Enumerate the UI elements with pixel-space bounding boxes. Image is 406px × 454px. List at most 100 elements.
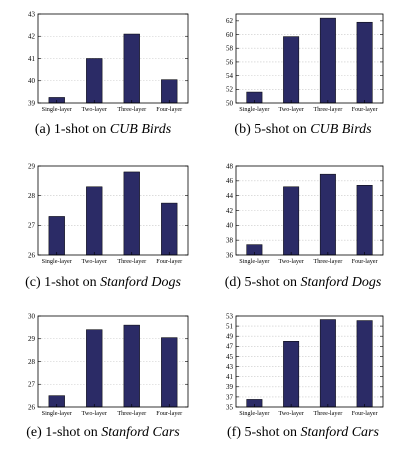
chart-panel-a: 39 40 41 42 43 Single-layer Two-layer Three-lay…	[0, 0, 203, 151]
caption-a-dataset: CUB Birds	[109, 122, 172, 137]
plot-frame-b	[235, 13, 384, 104]
caption-d: (d) 5-shot on Stanford Dogs	[203, 275, 403, 291]
y-tick-label-b: 58	[226, 45, 234, 53]
bar-c-3	[123, 171, 140, 256]
y-tick-label-d: 36	[226, 251, 234, 259]
x-tick-label-d-4: Four-layer	[352, 258, 378, 265]
x-tick-label-a-2: Two-layer	[82, 106, 107, 113]
x-tick-label-c-1: Single-layer	[42, 258, 72, 265]
x-tick-label-f-3: Three-layer	[313, 410, 342, 417]
bar-c-2	[86, 186, 103, 256]
caption-e: (e) 1-shot on Stanford Cars	[3, 425, 203, 441]
y-tick-label-f: 51	[226, 323, 234, 331]
y-tick-label-e: 29	[28, 335, 36, 343]
y-tick-label-d: 44	[226, 192, 234, 200]
caption-d-dataset: Stanford Dogs	[300, 275, 382, 290]
x-tick-label-c-2: Two-layer	[82, 258, 107, 265]
y-tick-label-d: 42	[226, 207, 234, 215]
caption-b-prefix: (b) 5-shot on	[234, 122, 311, 137]
bar-f-2	[283, 341, 300, 408]
y-tick-label-f: 37	[226, 393, 234, 401]
bar-c-1	[48, 216, 65, 256]
y-tick-label-a: 43	[28, 10, 36, 18]
y-tick-label-a: 40	[28, 77, 36, 85]
bar-a-4	[161, 79, 178, 104]
x-tick-label-a-1: Single-layer	[42, 106, 72, 113]
y-tick-label-f: 49	[226, 333, 234, 341]
chart-panel-e: 26 27 28 29 30 Single-layer Two-layer Three-lay…	[0, 302, 203, 454]
x-tick-label-d-3: Three-layer	[313, 258, 342, 265]
y-tick-label-d: 48	[226, 162, 234, 170]
x-tick-label-f-1: Single-layer	[239, 410, 269, 417]
plot-frame-f	[235, 315, 384, 408]
caption-a: (a) 1-shot on CUB Birds	[3, 122, 203, 138]
bar-e-2	[86, 329, 103, 408]
y-tick-label-e: 30	[28, 312, 36, 320]
y-tick-label-e: 28	[28, 358, 36, 366]
chart-e: 26 27 28 29 30 Single-layer Two-layer Three-lay…	[28, 312, 189, 417]
chart-d: 36 38 40 42 44 46 48 Single-layer Two-layer Three…	[226, 162, 384, 265]
caption-c-dataset: Stanford Dogs	[100, 275, 181, 290]
y-tick-label-d: 40	[226, 222, 234, 230]
bar-f-3	[319, 319, 336, 408]
x-tick-label-c-3: Three-layer	[117, 258, 146, 265]
bar-b-2	[283, 36, 300, 104]
bar-e-3	[123, 324, 140, 408]
x-tick-label-e-1: Single-layer	[42, 410, 72, 417]
y-tick-label-e: 27	[28, 381, 36, 389]
chart-f: 35 37 39 41 43 45 47 49 51 53 Single-layer Two-laye…	[226, 312, 384, 417]
caption-a-prefix: (a) 1-shot on	[34, 122, 110, 137]
caption-e-prefix: (e) 1-shot on	[26, 425, 102, 440]
caption-c-prefix: (c) 1-shot on	[25, 275, 101, 290]
y-tick-label-b: 50	[226, 99, 234, 107]
caption-f: (f) 5-shot on Stanford Cars	[203, 425, 403, 441]
y-tick-label-c: 28	[28, 192, 36, 200]
bar-c-4	[161, 202, 178, 256]
y-tick-label-b: 52	[226, 86, 234, 94]
x-tick-label-b-1: Single-layer	[239, 106, 269, 113]
x-tick-label-e-3: Three-layer	[117, 410, 146, 417]
x-tick-label-f-4: Four-layer	[352, 410, 378, 417]
y-tick-label-b: 60	[226, 31, 234, 39]
chart-panel-c: 26 27 28 29 Single-layer Two-layer Three-layer…	[0, 151, 203, 302]
plot-frame-a	[37, 13, 189, 104]
x-tick-label-c-4: Four-layer	[156, 258, 182, 265]
chart-c: 26 27 28 29 Single-layer Two-layer Three-layer…	[28, 162, 189, 265]
chart-panel-d: 36 38 40 42 44 46 48 Single-layer Two-layer Three…	[203, 151, 406, 302]
caption-b: (b) 5-shot on CUB Birds	[203, 122, 403, 138]
caption-e-dataset: Stanford Cars	[101, 425, 180, 440]
x-tick-label-d-2: Two-layer	[278, 258, 303, 265]
x-tick-label-b-3: Three-layer	[313, 106, 342, 113]
y-tick-label-f: 41	[226, 373, 234, 381]
y-tick-label-f: 45	[226, 353, 234, 361]
bar-d-4	[356, 185, 373, 256]
chart-panel-b: 50 52 54 56 58 60 62 Single-layer Two-layer Three…	[203, 0, 406, 151]
bar-d-2	[283, 186, 300, 256]
y-tick-label-c: 27	[28, 222, 36, 230]
bar-a-2	[86, 58, 103, 104]
y-tick-label-f: 47	[226, 343, 234, 351]
y-tick-label-b: 62	[226, 17, 234, 25]
caption-b-dataset: CUB Birds	[310, 122, 372, 137]
y-tick-label-a: 39	[28, 99, 36, 107]
y-tick-label-b: 56	[226, 58, 234, 66]
y-tick-label-d: 46	[226, 177, 234, 185]
x-tick-label-f-2: Two-layer	[278, 410, 303, 417]
caption-d-prefix: (d) 5-shot on	[224, 275, 301, 290]
x-tick-label-e-2: Two-layer	[82, 410, 107, 417]
caption-f-prefix: (f) 5-shot on	[227, 425, 301, 440]
y-tick-label-a: 41	[28, 55, 36, 63]
y-tick-label-e: 26	[28, 403, 36, 411]
bar-a-3	[123, 33, 140, 104]
x-tick-label-b-2: Two-layer	[278, 106, 303, 113]
chart-panel-f: 35 37 39 41 43 45 47 49 51 53 Single-layer Two-laye…	[203, 302, 406, 454]
chart-b: 50 52 54 56 58 60 62 Single-layer Two-layer Three…	[226, 13, 384, 113]
bar-b-4	[356, 21, 373, 104]
y-tick-label-b: 54	[226, 72, 234, 80]
x-tick-label-a-4: Four-layer	[156, 106, 182, 113]
plot-frame-d	[235, 165, 384, 256]
y-tick-label-f: 35	[226, 403, 234, 411]
x-tick-label-a-3: Three-layer	[117, 106, 146, 113]
plot-frame-c	[37, 165, 189, 256]
